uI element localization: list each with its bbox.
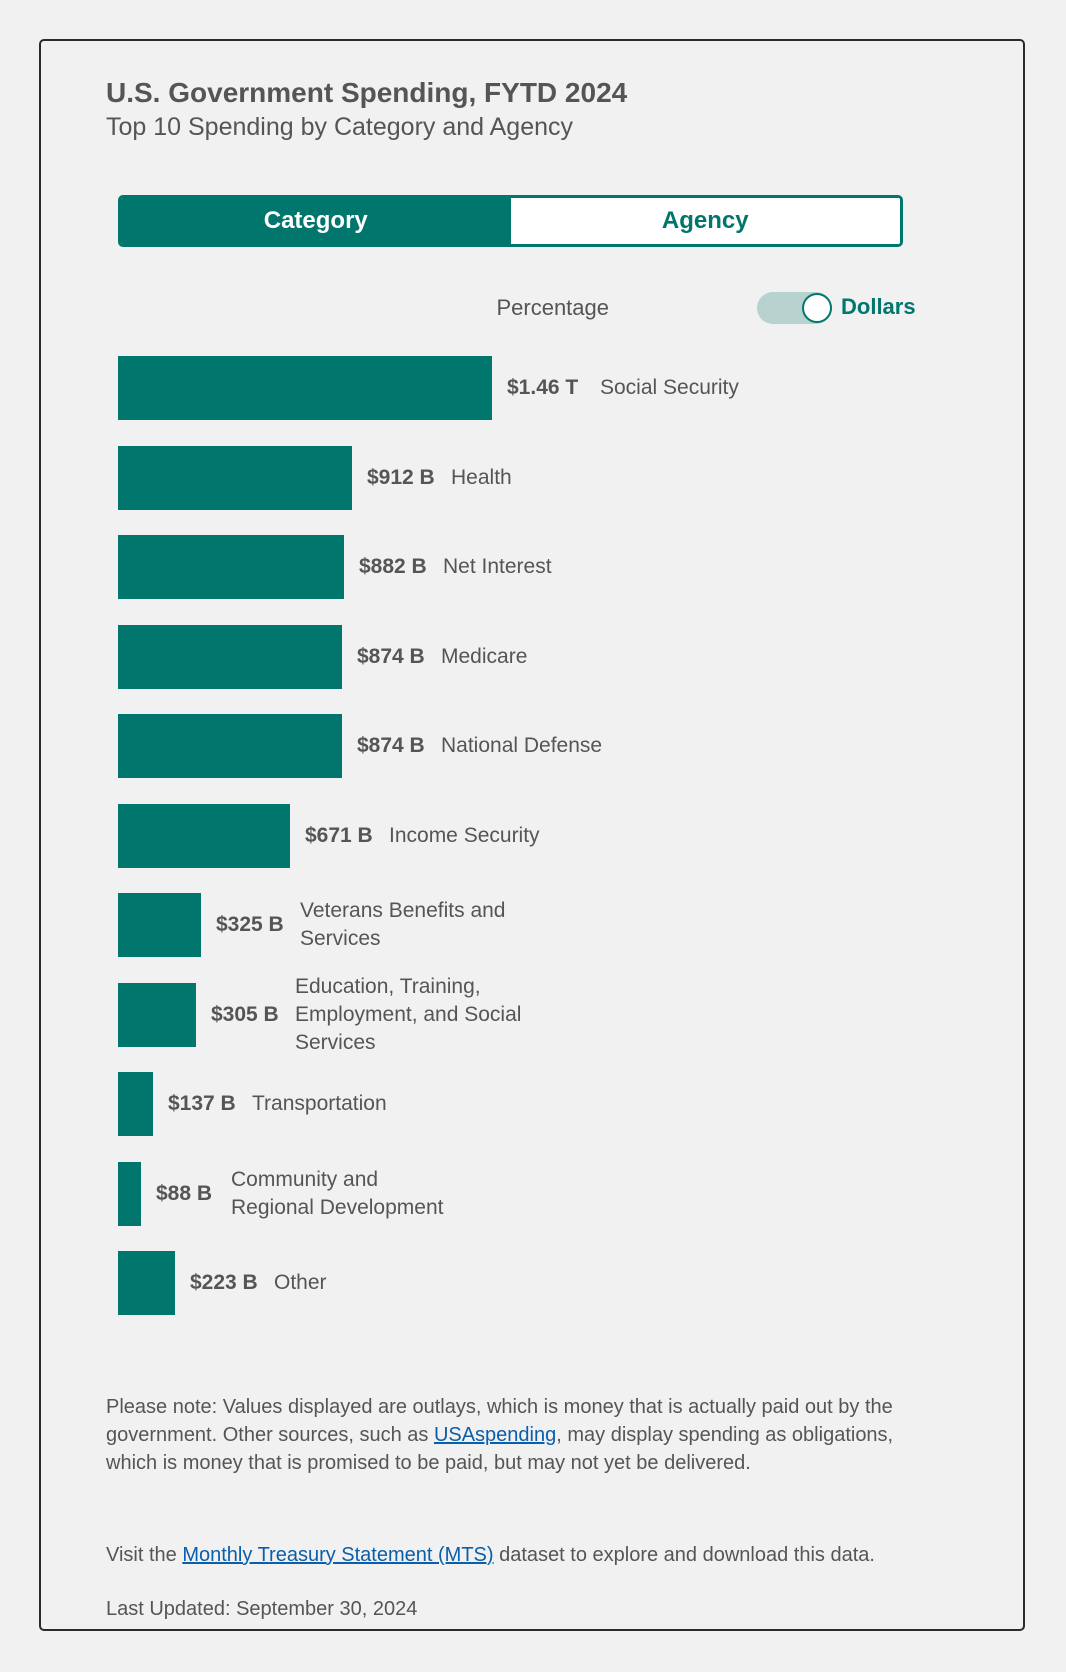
bar-value-label: $305 B [211,1003,279,1026]
bar[interactable] [118,535,344,599]
tab-category[interactable]: Category [121,198,511,244]
bar-value-label: $325 B [216,913,284,936]
bar-value-label: $671 B [305,824,373,847]
unit-toggle-row: Percentage Dollars [41,289,916,327]
bar-category-label: Medicare [441,645,528,668]
bar-row: $137 B Transportation [118,1072,998,1136]
bar[interactable] [118,804,290,868]
spending-bar-chart: $1.46 T Social Security $912 B Health $882 B… [118,356,998,1326]
dollars-label[interactable]: Dollars [841,294,916,319]
bar-category-label: National Defense [441,734,603,757]
bar[interactable] [118,714,342,778]
bar-row: $1.46 T Social Security [118,356,998,420]
percentage-label[interactable]: Percentage [496,295,609,320]
chart-subtitle: Top 10 Spending by Category and Agency [106,113,574,141]
bar-row: $325 B Veterans Benefits and Services [118,893,998,957]
bar-category-label: Veterans Benefits and Services [300,899,506,950]
bar-category-label: Health [451,466,512,489]
bar-value-label: $1.46 T [507,376,579,399]
bar-row: $305 B Education, Training, Employment, a… [118,975,998,1054]
bar-row: $882 B Net Interest [118,535,998,599]
bar-value-label: $912 B [367,466,435,489]
bar-row: $874 B National Defense [118,714,998,778]
bar-value-label: $137 B [168,1092,236,1115]
bar[interactable] [118,983,196,1047]
bar-category-label: Income Security [389,824,540,847]
view-tabs: Category Agency [118,195,903,247]
spending-card: U.S. Government Spending, FYTD 2024 Top … [39,39,1025,1631]
bar[interactable] [118,893,201,957]
bar-value-label: $882 B [359,555,427,578]
bar-row: $88 B Community and Regional Development [118,1162,998,1226]
bar-category-label: Other [274,1271,327,1294]
bar-row: $874 B Medicare [118,625,998,689]
bar-value-label: $223 B [190,1271,258,1294]
bar-category-label: Education, Training, Employment, and Soc… [295,975,522,1054]
bar-value-label: $88 B [156,1182,213,1205]
bar[interactable] [118,1251,175,1315]
chart-title: U.S. Government Spending, FYTD 2024 [106,77,628,108]
bar-row: $912 B Health [118,446,998,510]
bar-category-label: Community and Regional Development [231,1168,444,1219]
bar-row: $223 B Other [118,1251,998,1315]
bar[interactable] [118,446,352,510]
note-text-suffix: , may display spending as obligations, w… [106,1424,894,1474]
bar-value-label: $874 B [357,734,425,757]
outlays-note: Please note: Values displayed are outlay… [106,1393,936,1477]
note-text-prefix: Please note: Values displayed are outlay… [106,1396,893,1446]
visit-note: Visit the Monthly Treasury Statement (MT… [106,1541,936,1569]
bar-category-label: Transportation [252,1092,387,1115]
usaspending-link[interactable]: USAspending [433,1424,557,1446]
toggle-knob [802,293,832,323]
bar[interactable] [118,1162,141,1226]
bar[interactable] [118,625,342,689]
mts-dataset-link[interactable]: Monthly Treasury Statement (MTS) [182,1544,494,1566]
visit-text-prefix: Visit the [106,1544,183,1566]
bar-value-label: $874 B [357,645,425,668]
last-updated: Last Updated: September 30, 2024 [106,1598,418,1620]
visit-text-suffix: dataset to explore and download this dat… [493,1544,875,1566]
bar-row: $671 B Income Security [118,804,998,868]
tab-agency[interactable]: Agency [510,198,900,244]
bar[interactable] [118,356,492,420]
bar-category-label: Social Security [600,376,739,399]
bar-category-label: Net Interest [443,555,552,578]
bar[interactable] [118,1072,153,1136]
unit-toggle-switch[interactable] [757,292,832,324]
